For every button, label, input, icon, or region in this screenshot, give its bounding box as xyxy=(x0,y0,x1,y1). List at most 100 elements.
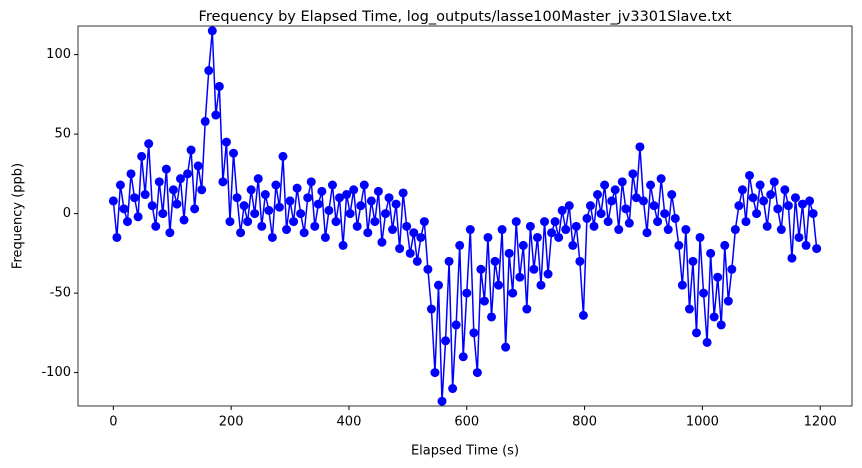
data-point xyxy=(667,190,677,200)
data-point xyxy=(349,185,359,195)
data-point xyxy=(646,180,656,190)
data-point xyxy=(151,221,161,231)
data-point xyxy=(706,248,716,258)
data-line xyxy=(112,30,818,402)
data-point xyxy=(702,337,712,347)
data-point xyxy=(158,209,168,219)
data-point xyxy=(737,185,747,195)
data-point xyxy=(317,186,327,196)
data-point xyxy=(730,225,740,235)
data-point xyxy=(345,209,355,219)
data-point xyxy=(366,196,376,206)
data-point xyxy=(214,81,224,91)
data-point xyxy=(352,221,362,231)
data-point xyxy=(465,225,475,235)
data-point xyxy=(713,272,723,282)
data-point xyxy=(805,196,815,206)
x-tick-label: 1200 xyxy=(804,415,837,430)
data-point xyxy=(225,217,235,227)
data-point xyxy=(624,218,634,228)
data-point xyxy=(677,280,687,290)
data-point xyxy=(508,288,518,298)
data-point xyxy=(229,148,239,158)
data-point xyxy=(221,137,231,147)
data-point xyxy=(469,328,479,338)
data-point xyxy=(398,188,408,198)
data-point xyxy=(335,193,345,203)
data-point xyxy=(183,169,193,179)
data-point xyxy=(762,221,772,231)
data-point xyxy=(313,199,323,209)
data-point xyxy=(536,280,546,290)
y-tick-label: -50 xyxy=(50,286,71,301)
data-point xyxy=(122,217,132,227)
data-point xyxy=(638,196,648,206)
data-point xyxy=(798,199,808,209)
chart-title: Frequency by Elapsed Time, log_outputs/l… xyxy=(199,9,732,25)
data-point xyxy=(780,185,790,195)
data-point xyxy=(783,201,793,211)
data-point xyxy=(600,180,610,190)
data-point xyxy=(490,256,500,266)
data-point xyxy=(289,217,299,227)
data-point xyxy=(631,193,641,203)
data-point xyxy=(656,174,666,184)
data-point xyxy=(250,209,260,219)
data-point xyxy=(437,396,447,406)
data-point xyxy=(448,384,458,394)
data-point xyxy=(476,264,486,274)
data-point xyxy=(748,193,758,203)
data-point xyxy=(165,228,175,238)
data-point xyxy=(557,205,567,215)
data-point xyxy=(207,26,217,36)
data-point xyxy=(681,225,691,235)
data-point xyxy=(607,196,617,206)
data-point xyxy=(419,217,429,227)
data-point xyxy=(511,217,521,227)
data-point xyxy=(660,209,670,219)
data-point xyxy=(525,221,535,231)
data-point xyxy=(108,196,118,206)
data-point xyxy=(267,232,277,242)
data-point xyxy=(140,190,150,200)
data-point xyxy=(787,253,797,263)
data-point xyxy=(190,204,200,214)
data-point xyxy=(423,264,433,274)
x-tick-label: 400 xyxy=(337,415,362,430)
data-point xyxy=(430,368,440,378)
data-point xyxy=(412,256,422,266)
data-point xyxy=(568,240,578,250)
data-point xyxy=(126,169,136,179)
data-point xyxy=(596,209,606,219)
x-tick-label: 1000 xyxy=(686,415,719,430)
data-point xyxy=(253,174,263,184)
data-point xyxy=(282,225,292,235)
data-point xyxy=(310,221,320,231)
data-point xyxy=(154,177,164,187)
data-point xyxy=(197,185,207,195)
data-point xyxy=(614,225,624,235)
data-point xyxy=(628,169,638,179)
data-point xyxy=(472,368,482,378)
data-point xyxy=(540,217,550,227)
data-point xyxy=(501,342,511,352)
data-point xyxy=(409,228,419,238)
data-point xyxy=(278,151,288,161)
data-point xyxy=(695,232,705,242)
data-point xyxy=(543,269,553,279)
data-point xyxy=(426,304,436,314)
data-point xyxy=(133,212,143,222)
data-point xyxy=(642,228,652,238)
data-point xyxy=(236,228,246,238)
data-point xyxy=(727,264,737,274)
data-point xyxy=(296,209,306,219)
x-tick-label: 600 xyxy=(454,415,479,430)
data-point xyxy=(112,232,122,242)
data-point xyxy=(338,240,348,250)
data-point xyxy=(716,320,726,330)
data-point xyxy=(306,177,316,187)
data-point xyxy=(232,193,242,203)
data-point xyxy=(327,180,337,190)
data-point xyxy=(547,228,557,238)
data-point xyxy=(769,177,779,187)
